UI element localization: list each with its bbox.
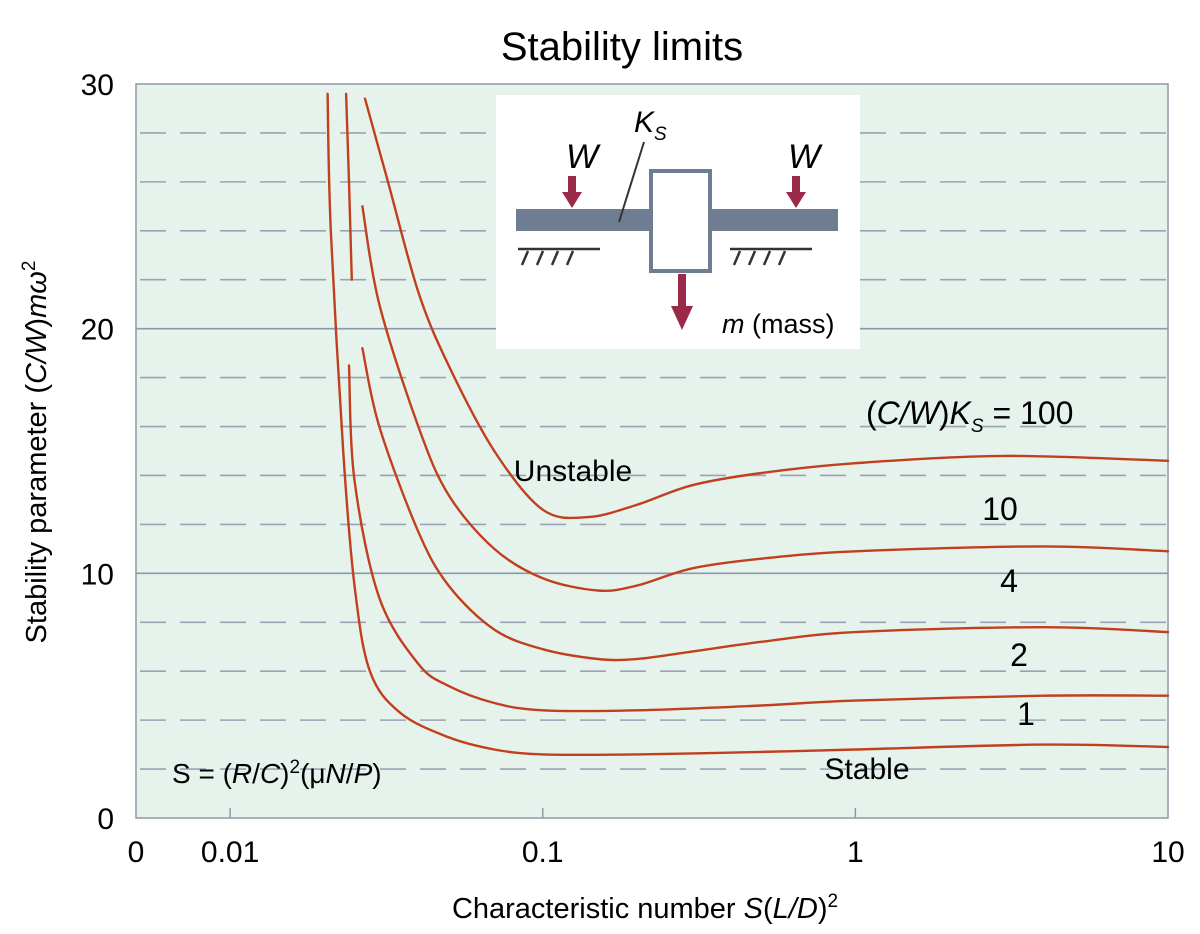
formula-close: ) (372, 758, 381, 789)
right-load-label: W (788, 138, 823, 176)
curve-label-4: 4 (1000, 563, 1018, 599)
inset-diagram: W W KS m (mass) (496, 95, 860, 349)
formula-slash1: / (252, 758, 260, 789)
right-load-arrow (786, 176, 806, 208)
spring-label-k: K (634, 106, 656, 139)
curve-line-1 (326, 92, 1170, 757)
y-axis-label-exp: 2 (19, 261, 40, 272)
chart-title: Stability limits (501, 25, 743, 69)
unstable-label: Unstable (514, 455, 632, 488)
formula-c: C (260, 758, 281, 789)
y-tick-label: 0 (97, 803, 114, 836)
y-axis-label-prefix: Stability parameter ( (21, 384, 53, 644)
legend-title-ratio: C/W (877, 395, 942, 431)
spring-label-sub: S (654, 124, 667, 145)
curve-label-1: 1 (1017, 696, 1035, 732)
y-axis-label-omega: ω (21, 271, 53, 294)
left-load-label: W (566, 138, 601, 176)
curve-label-10: 10 (982, 491, 1018, 527)
x-axis-label-exp: 2 (827, 891, 838, 912)
y-axis-label-mass: m (21, 294, 53, 318)
mass-block (649, 169, 712, 273)
curve-line-4 (361, 347, 1170, 662)
curve-line-extra-5 (344, 92, 353, 281)
left-load-arrow (562, 176, 582, 208)
spring-leader-line (618, 141, 645, 223)
legend-title-k: K (950, 395, 973, 431)
stable-label: Stable (824, 753, 909, 786)
mass-label-text: (mass) (745, 309, 835, 339)
formula-p: P (354, 758, 373, 789)
y-tick-label: 30 (81, 69, 114, 102)
formula-n: N (326, 758, 347, 789)
legend-title-eq: = 100 (984, 395, 1074, 431)
plot-frame (135, 83, 1169, 819)
x-tick-labels: 0 0.01 0.1 1 10 (128, 836, 1185, 869)
legend-title-close: ) (939, 395, 950, 431)
y-axis-label-ratio: C/W (21, 325, 53, 384)
legend-title-open: ( (866, 395, 877, 431)
x-axis-label-open: ( (763, 893, 773, 925)
curve-label-2: 2 (1010, 637, 1028, 673)
x-tick-label: 0.1 (522, 836, 564, 869)
x-axis-label-prefix: Characteristic number (452, 893, 744, 925)
mass-label: m (mass) (722, 309, 835, 339)
x-tick-label: 1 (847, 836, 864, 869)
x-axis-label: Characteristic number S(L/D)2 (452, 891, 838, 925)
x-axis-label-var: S (744, 893, 764, 925)
right-ground-support (730, 247, 812, 266)
x-axis-label-ratio: L/D (773, 893, 818, 925)
x-axis-label-close: ) (818, 893, 828, 925)
spring-label: KS (634, 106, 667, 145)
curve-line-10 (361, 205, 1170, 592)
left-ground-support (518, 247, 600, 266)
mass-label-var: m (722, 309, 745, 339)
formula-slash2: / (346, 758, 354, 789)
curve-line-100 (363, 97, 1170, 520)
x-grid-ticks (229, 808, 857, 818)
formula-r: R (232, 758, 252, 789)
y-tick-label: 10 (81, 558, 114, 591)
x-tick-label: 10 (1151, 836, 1184, 869)
y-axis-label: Stability parameter (C/W)mω2 (19, 261, 53, 644)
curve-line-2 (347, 364, 1170, 713)
curves (326, 92, 1170, 757)
formula-lead: S = ( (172, 758, 233, 789)
x-tick-label: 0.01 (201, 836, 259, 869)
x-tick-label: 0 (128, 836, 145, 869)
y-axis-label-close: ) (21, 318, 53, 328)
formula-sq: ) (280, 758, 289, 789)
y-tick-labels: 0 10 20 30 (81, 69, 114, 836)
formula-open: (μ (300, 758, 325, 789)
legend-title-sub: S (971, 416, 984, 437)
legend-title: (C/W)KS = 100 (866, 395, 1073, 437)
formula-exp: 2 (290, 757, 301, 778)
formula-annotation: S = (R/C)2(μN/P) (172, 757, 382, 789)
y-tick-label: 20 (81, 314, 114, 347)
mass-arrow (671, 274, 693, 330)
